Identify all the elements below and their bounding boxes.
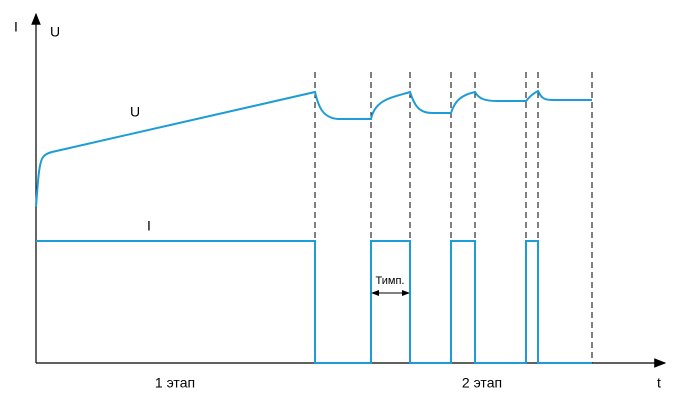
axis-label: I [14, 19, 18, 35]
axis-label: t [657, 375, 661, 391]
current-curve [36, 240, 592, 364]
annotation: Тимп. [376, 275, 405, 287]
curve-label: I [147, 218, 151, 234]
axis-label: U [50, 24, 60, 40]
stage-label: 1 этап [155, 375, 195, 391]
stage-label: 2 этап [462, 375, 502, 391]
dashed-guides [314, 72, 593, 363]
voltage-curve [35, 89, 592, 208]
curve-label: U [130, 104, 140, 120]
